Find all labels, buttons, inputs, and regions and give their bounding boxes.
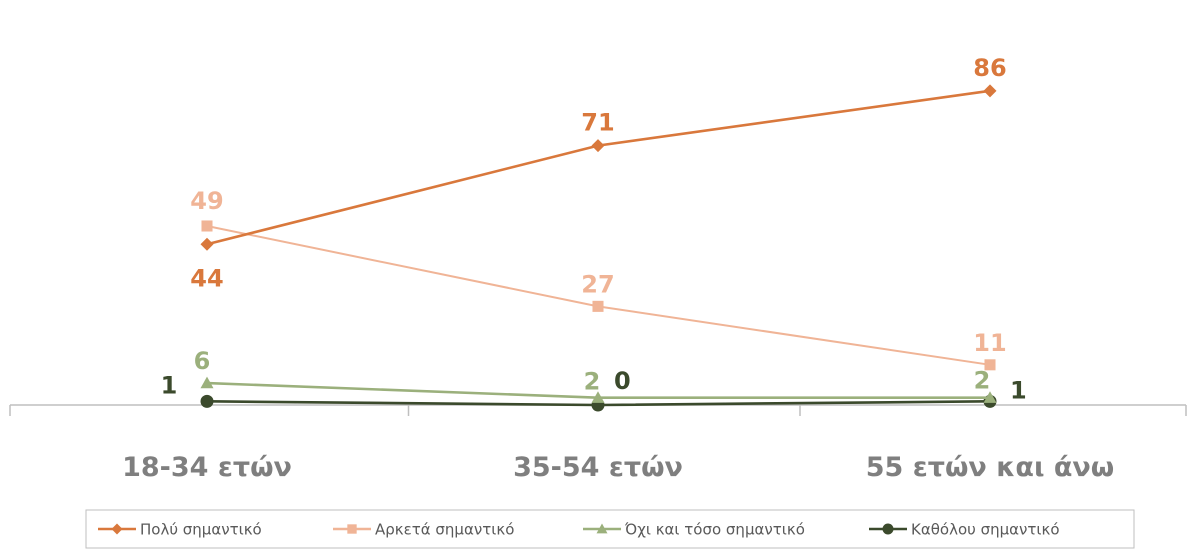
data-label: 44	[190, 264, 223, 292]
data-label: 71	[581, 109, 614, 137]
plot-area	[200, 84, 997, 412]
data-label: 86	[973, 54, 1006, 82]
x-tick-label: 18-34 ετών	[122, 452, 292, 483]
data-label: 49	[190, 187, 223, 215]
legend-label: Πολύ σημαντικό	[140, 521, 262, 539]
data-point	[201, 220, 213, 232]
legend-item: Καθόλου σημαντικό	[869, 521, 1060, 539]
data-label: 6	[194, 347, 211, 375]
legend-item: Αρκετά σημαντικό	[333, 521, 514, 539]
data-label: 2	[584, 368, 601, 396]
legend: Πολύ σημαντικό Αρκετά σημαντικό Όχι και τό…	[85, 509, 1135, 549]
data-point	[200, 376, 214, 389]
legend-label: Αρκετά σημαντικό	[375, 521, 514, 539]
data-label: 1	[161, 371, 178, 399]
data-point	[983, 391, 997, 403]
legend-marker	[596, 523, 608, 534]
series-2	[200, 376, 997, 403]
data-point	[983, 84, 997, 98]
data-point	[592, 300, 604, 312]
x-tick-label: 55 ετών και άνω	[866, 452, 1115, 483]
data-label: 1	[1010, 376, 1027, 404]
legend-marker	[347, 524, 357, 534]
legend-label: Όχι και τόσο σημαντικό	[624, 521, 805, 539]
data-label: 2	[974, 367, 991, 395]
x-tick-label: 35-54 ετών	[513, 452, 683, 483]
data-point	[200, 394, 214, 408]
data-label: 11	[973, 329, 1006, 357]
legend-item: Όχι και τόσο σημαντικό	[583, 521, 805, 539]
series-0	[200, 84, 997, 251]
data-point	[591, 391, 605, 403]
legend-label: Καθόλου σημαντικό	[911, 521, 1060, 539]
legend-marker	[111, 523, 123, 535]
data-point	[591, 139, 605, 153]
data-label: 27	[581, 270, 614, 298]
data-point	[984, 359, 996, 371]
series-1	[201, 220, 996, 371]
category-labels: 18-34 ετών 35-54 ετών 55 ετών και άνω	[122, 452, 1114, 483]
legend-marker	[882, 523, 894, 535]
legend-item: Πολύ σημαντικό	[98, 521, 262, 539]
data-point	[200, 237, 214, 251]
data-label: 0	[614, 367, 631, 395]
